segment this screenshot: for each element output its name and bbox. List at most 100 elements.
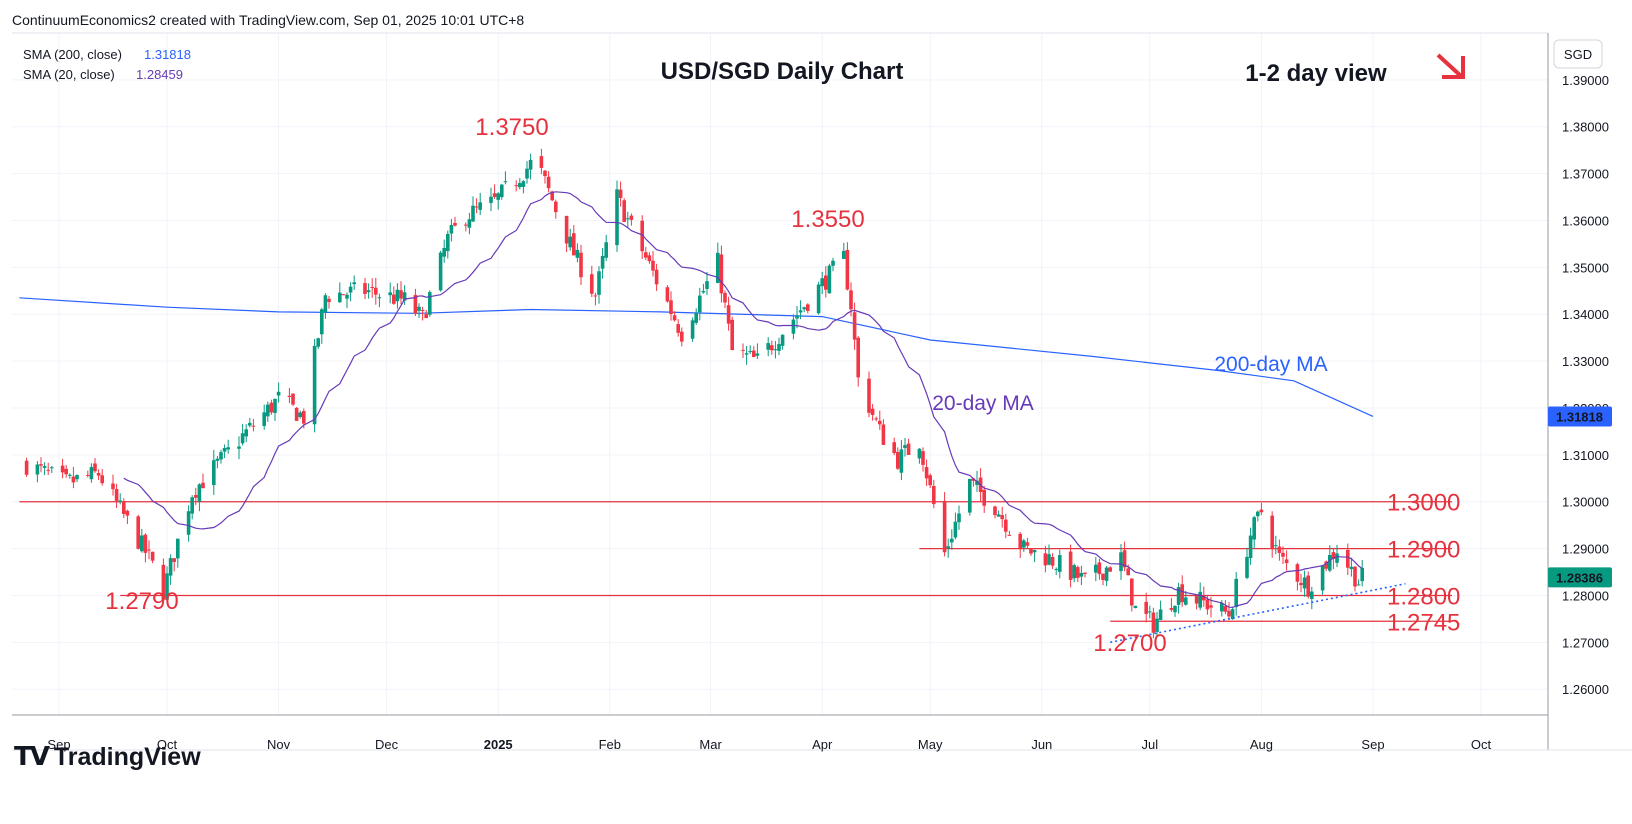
level-label: 1.2745 xyxy=(1387,609,1460,636)
y-tick-label: 1.35000 xyxy=(1562,260,1609,275)
candle xyxy=(701,283,706,294)
y-tick-label: 1.30000 xyxy=(1562,495,1609,510)
candle xyxy=(1122,541,1127,572)
candle xyxy=(492,184,497,199)
candle xyxy=(698,287,702,321)
candle xyxy=(50,465,54,473)
candle xyxy=(752,346,756,358)
candle xyxy=(604,234,608,262)
candle xyxy=(903,438,907,457)
candle xyxy=(363,277,367,300)
sma200-price-badge: 1.31818 xyxy=(1548,406,1612,427)
y-axis[interactable]: 1.26000 1.27000 1.28000 1.29000 1.30000 1.310… xyxy=(1562,73,1609,697)
chart-annotation: 1.3550 xyxy=(791,206,864,233)
candle xyxy=(867,371,871,418)
candle xyxy=(464,222,468,232)
candle xyxy=(816,281,821,315)
x-tick-label: Feb xyxy=(599,737,621,752)
candle xyxy=(46,462,50,476)
candle xyxy=(269,399,274,415)
price-badges: 1.31818 1.28386 xyxy=(1548,406,1612,588)
candle xyxy=(428,290,432,317)
candle xyxy=(298,410,302,419)
candle xyxy=(525,161,529,184)
candle xyxy=(791,314,796,340)
x-tick-label: Mar xyxy=(699,737,722,752)
x-tick-label: May xyxy=(918,737,943,752)
candle xyxy=(831,257,835,272)
tradingview-logo[interactable]: TV TradingView xyxy=(14,742,201,772)
candle xyxy=(471,196,475,223)
candle xyxy=(546,171,551,193)
chart-title: USD/SGD Daily Chart xyxy=(661,58,904,85)
candle xyxy=(1346,543,1350,576)
candle xyxy=(1194,595,1199,610)
candle xyxy=(651,251,655,277)
candle xyxy=(1068,544,1073,588)
chart-credit: ContinuumEconomics2 created with Trading… xyxy=(12,12,524,28)
sma20-path xyxy=(123,191,1363,609)
level-label: 1.3000 xyxy=(1387,490,1460,517)
candle xyxy=(568,228,572,251)
sma200-legend-label[interactable]: SMA (200, close) xyxy=(23,47,122,62)
candle xyxy=(237,436,241,460)
x-axis[interactable]: Sep Oct Nov Dec 2025 Feb Mar Apr May Jun Jul Aug Sep… xyxy=(47,737,1491,752)
sma20-legend-value: 1.28459 xyxy=(136,67,183,82)
candle xyxy=(1133,605,1138,609)
y-tick-label: 1.33000 xyxy=(1562,354,1609,369)
candle xyxy=(262,404,266,430)
candle xyxy=(1184,590,1188,606)
candle xyxy=(413,288,418,317)
candle xyxy=(100,468,104,486)
candle xyxy=(316,337,320,350)
candle xyxy=(60,459,65,479)
candle xyxy=(1079,565,1084,586)
sma200-line xyxy=(19,297,1374,417)
sma20-legend-label[interactable]: SMA (20, close) xyxy=(23,67,115,82)
candle xyxy=(1018,531,1022,559)
candle xyxy=(1281,546,1285,564)
candle xyxy=(1058,549,1062,579)
candle xyxy=(1108,566,1112,572)
candle xyxy=(906,438,911,455)
candle xyxy=(820,271,824,294)
candle xyxy=(161,558,166,603)
candle xyxy=(766,337,770,357)
candle xyxy=(946,538,950,558)
y-tick-label: 1.26000 xyxy=(1562,682,1609,697)
chart-annotation: 200-day MA xyxy=(1214,353,1327,376)
candle xyxy=(1155,611,1159,638)
candle xyxy=(503,171,508,185)
candle xyxy=(924,459,929,487)
candle xyxy=(528,153,533,180)
svg-text:1.28386: 1.28386 xyxy=(1556,570,1603,585)
candle xyxy=(690,317,695,342)
svg-text:1.31818: 1.31818 xyxy=(1556,410,1603,425)
candle xyxy=(950,529,954,550)
x-tick-label: Oct xyxy=(1471,737,1492,752)
candle xyxy=(982,486,986,513)
candle xyxy=(111,474,115,496)
y-tick-label: 1.29000 xyxy=(1562,542,1609,557)
candle xyxy=(478,192,482,216)
x-tick-label: Sep xyxy=(1361,737,1384,752)
candle xyxy=(917,448,922,464)
candle xyxy=(197,483,202,512)
chart-annotation: 1.3750 xyxy=(475,114,548,141)
currency-button[interactable]: SGD xyxy=(1553,39,1603,69)
candle xyxy=(287,387,292,404)
y-tick-label: 1.38000 xyxy=(1562,120,1609,135)
candle xyxy=(726,296,731,331)
candle xyxy=(1259,502,1264,515)
candle xyxy=(42,462,47,476)
candle xyxy=(1328,545,1332,573)
candle xyxy=(446,230,450,259)
x-tick-label: Aug xyxy=(1250,737,1273,752)
y-tick-label: 1.31000 xyxy=(1562,448,1609,463)
candle xyxy=(417,303,421,318)
candle xyxy=(341,294,346,296)
candle xyxy=(644,247,648,261)
candle xyxy=(201,473,205,489)
candle xyxy=(377,293,382,308)
